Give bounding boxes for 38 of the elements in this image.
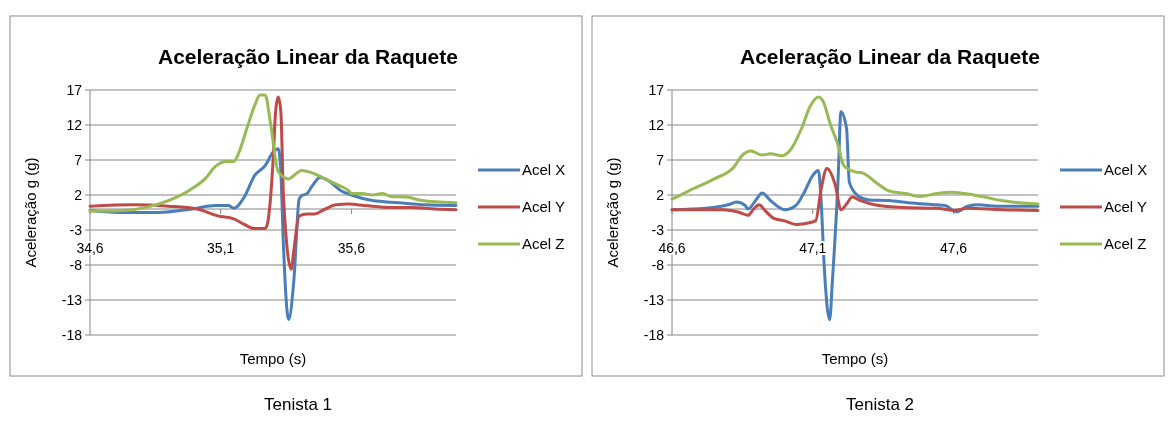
x-tick-label: 35,1 [207,240,235,256]
legend-label: Acel Y [1104,198,1148,216]
x-tick-label: 47,6 [939,240,968,256]
y-axis-title: Aceleração g (g) [604,157,621,268]
legend-label: Acel X [1104,161,1148,179]
legend-label: Acel Z [522,235,565,253]
line-series [88,93,458,213]
line-series [670,166,1040,226]
y-tick-label: 12 [66,116,83,133]
y-tick-label: 2 [656,186,665,203]
y-tick-label: 7 [656,151,665,168]
x-tick-label: 34,6 [76,240,104,256]
legend-label: Acel Z [1104,235,1147,253]
x-axis-title: Tempo (s) [821,350,889,367]
line-series [670,95,1040,206]
y-tick-label: -13 [643,291,665,308]
y-tick-label: 17 [66,81,83,98]
x-tick-label: 46,6 [658,240,686,256]
y-tick-label: -8 [651,256,665,273]
text: Tenista 2 [845,395,915,414]
chart-title: Aceleração Linear da Raquete [158,45,458,68]
y-axis-title: Aceleração g (g) [22,157,39,268]
y-tick-label: 12 [648,116,665,133]
y-tick-label: -18 [643,326,665,343]
y-tick-label: -13 [61,291,83,308]
legend-label: Acel X [522,161,566,179]
chart-title: Aceleração Linear da Raquete [740,45,1040,68]
y-tick-label: -3 [651,221,665,238]
y-tick-label: -3 [69,221,83,238]
y-tick-label: 2 [74,186,83,203]
y-tick-label: 7 [74,151,83,168]
x-axis-title: Tempo (s) [239,350,307,367]
text: Tenista 1 [263,395,333,414]
y-tick-label: 17 [648,81,665,98]
x-tick-label: 35,6 [337,240,366,256]
y-tick-label: -8 [69,256,83,273]
legend-label: Acel Y [522,198,566,216]
y-tick-label: -18 [61,326,83,343]
